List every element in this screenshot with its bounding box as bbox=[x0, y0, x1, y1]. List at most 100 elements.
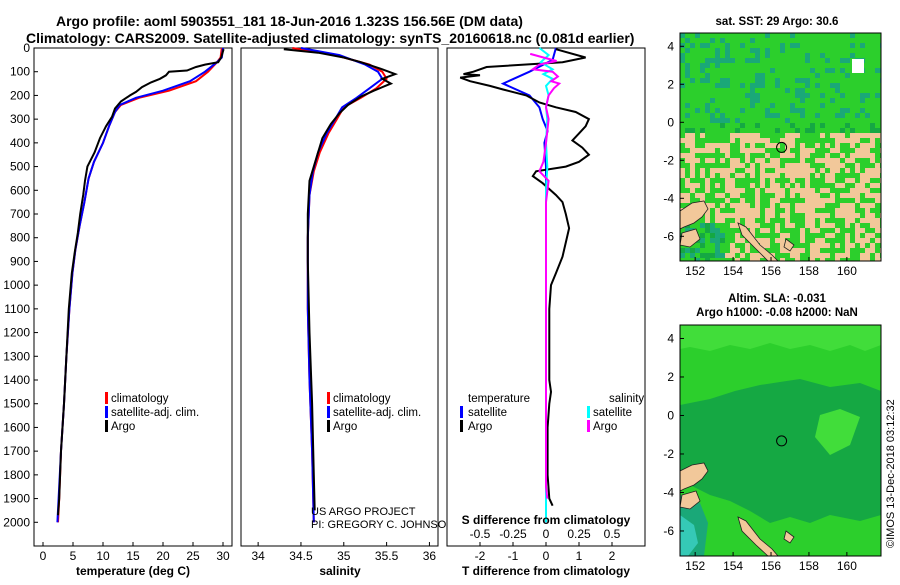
depth-tick-label: 1000 bbox=[3, 278, 30, 292]
title-line-2: Climatology: CARS2009. Satellite-adjuste… bbox=[26, 30, 634, 46]
legend-label-argo: Argo bbox=[111, 421, 135, 433]
x-tick-label: 5 bbox=[70, 549, 77, 563]
sst-map-title: sat. SST: 29 Argo: 30.6 bbox=[716, 16, 839, 28]
lat-tick-label: -4 bbox=[663, 485, 674, 499]
depth-tick-label: 1500 bbox=[3, 397, 30, 411]
s-diff-tick-label: -0.25 bbox=[499, 527, 527, 541]
legend-title-salinity: salinity bbox=[609, 393, 644, 405]
imos-watermark: ©IMOS 13-Dec-2018 03:12:32 bbox=[885, 399, 897, 548]
sla-map-ticks: 152 154 156 158 160 4 2 0 -2 -4 -6 bbox=[663, 331, 857, 573]
lat-tick-label: 2 bbox=[667, 77, 674, 91]
depth-tick-label: 2000 bbox=[3, 515, 30, 529]
lon-tick-label: 160 bbox=[837, 559, 857, 573]
legend-swatch-t-argo bbox=[460, 420, 463, 432]
s-diff-tick-label: 0.5 bbox=[604, 527, 621, 541]
x-tick-label: -1 bbox=[508, 549, 519, 563]
sla-map-title: Altim. SLA: -0.031 bbox=[728, 293, 826, 305]
title-line-1: Argo profile: aoml 5903551_181 18-Jun-20… bbox=[56, 13, 523, 29]
lon-tick-label: 152 bbox=[685, 264, 705, 278]
depth-tick-label: 700 bbox=[10, 207, 30, 221]
x-tick-label: 20 bbox=[156, 549, 170, 563]
legend-swatch-climatology bbox=[105, 392, 108, 404]
sst-map-ticks: 152 154 156 158 160 4 2 0 -2 -4 -6 bbox=[663, 39, 857, 278]
salinity-legend: climatology satellite-adj. clim. Argo bbox=[327, 392, 421, 433]
depth-tick-label: 1900 bbox=[3, 492, 30, 506]
legend-swatch-climatology bbox=[327, 392, 330, 404]
series-line-argo bbox=[283, 48, 399, 511]
legend-label-t-satellite: satellite bbox=[468, 407, 507, 419]
series-line-s-argo bbox=[529, 52, 562, 499]
s-difference-tick-labels: -0.5 -0.25 0 0.25 0.5 bbox=[470, 527, 621, 541]
series-line-argo bbox=[57, 48, 225, 516]
lon-tick-label: 154 bbox=[723, 559, 743, 573]
temperature-panel: 0100200300400500600700800900100011001200… bbox=[3, 41, 451, 578]
legend-label-argo: Argo bbox=[333, 421, 357, 433]
depth-tick-label: 100 bbox=[10, 65, 30, 79]
lat-tick-label: -2 bbox=[663, 153, 674, 167]
temperature-tick-labels: 0 5 10 15 20 25 30 bbox=[40, 542, 230, 563]
x-tick-label: 1 bbox=[576, 549, 583, 563]
salinity-series bbox=[283, 47, 399, 523]
x-tick-label: -2 bbox=[475, 549, 486, 563]
depth-tick-label: 1200 bbox=[3, 326, 30, 340]
lat-tick-label: 0 bbox=[667, 408, 674, 422]
salinity-axes-frame bbox=[240, 47, 439, 547]
x-tick-label: 35.5 bbox=[375, 549, 399, 563]
series-line-satellite-adj-clim- bbox=[300, 47, 384, 523]
temperature-x-label: temperature (deg C) bbox=[76, 564, 190, 578]
x-tick-label: 0 bbox=[40, 549, 47, 563]
legend-label-s-satellite: satellite bbox=[593, 407, 632, 419]
legend-swatch-argo bbox=[327, 420, 330, 432]
lon-tick-label: 152 bbox=[685, 559, 705, 573]
sst-map-frame bbox=[679, 32, 882, 262]
lat-tick-label: 0 bbox=[667, 115, 674, 129]
s-diff-tick-label: 0 bbox=[543, 527, 550, 541]
x-tick-label: 0 bbox=[543, 549, 550, 563]
t-difference-x-label: T difference from climatology bbox=[462, 564, 630, 578]
lat-tick-label: -6 bbox=[663, 524, 674, 538]
lat-tick-label: 2 bbox=[667, 370, 674, 384]
lat-tick-label: -4 bbox=[663, 191, 674, 205]
legend-title-temperature: temperature bbox=[468, 393, 530, 405]
lat-tick-label: -2 bbox=[663, 447, 674, 461]
depth-tick-label: 1100 bbox=[4, 302, 30, 316]
depth-tick-label: 1700 bbox=[3, 444, 30, 458]
series-line-t-argo bbox=[459, 48, 591, 507]
s-difference-x-label: S difference from climatology bbox=[462, 513, 631, 527]
legend-swatch-satellite-adj bbox=[105, 406, 108, 418]
legend-label-climatology: climatology bbox=[111, 393, 169, 405]
depth-tick-label: 1300 bbox=[3, 349, 30, 363]
legend-swatch-argo bbox=[105, 420, 108, 432]
depth-tick-label: 200 bbox=[10, 88, 30, 102]
depth-tick-label: 300 bbox=[10, 112, 30, 126]
x-tick-label: 30 bbox=[216, 549, 230, 563]
x-tick-label: 35 bbox=[337, 549, 351, 563]
difference-panel: -2 -1 0 1 2 -0.5 -0.25 0 0.25 0.5 T difference f… bbox=[446, 47, 646, 578]
legend-swatch-t-satellite bbox=[460, 406, 463, 418]
salinity-tick-labels: 34 34.5 35 35.5 36 bbox=[251, 542, 436, 563]
legend-swatch-s-argo bbox=[587, 420, 590, 432]
difference-legend: temperature satellite Argo salinity sate… bbox=[460, 393, 644, 433]
sst-map bbox=[680, 33, 881, 261]
legend-label-climatology: climatology bbox=[333, 393, 391, 405]
depth-tick-labels: 0 100 200 300 400 500 600 700 800 900 1000 1100 1200… bbox=[3, 41, 451, 529]
lon-tick-label: 154 bbox=[723, 264, 743, 278]
sla-map-subtitle: Argo h1000: -0.08 h2000: NaN bbox=[696, 307, 858, 319]
sla-map-frame bbox=[679, 324, 882, 557]
depth-tick-label: 1400 bbox=[3, 373, 30, 387]
legend-swatch-satellite-adj bbox=[327, 406, 330, 418]
lat-tick-label: -6 bbox=[663, 229, 674, 243]
x-tick-label: 10 bbox=[96, 549, 110, 563]
lon-tick-label: 156 bbox=[761, 264, 781, 278]
legend-swatch-s-satellite bbox=[587, 406, 590, 418]
lat-tick-label: 4 bbox=[667, 39, 674, 53]
t-difference-tick-labels: -2 -1 0 1 2 bbox=[475, 542, 616, 563]
depth-tick-label: 1600 bbox=[3, 420, 30, 434]
depth-tick-label: 900 bbox=[10, 254, 30, 268]
lat-tick-label: 4 bbox=[667, 331, 674, 345]
sla-map bbox=[680, 325, 881, 556]
temperature-series bbox=[56, 47, 225, 523]
lon-tick-label: 156 bbox=[761, 559, 781, 573]
x-tick-label: 34 bbox=[251, 549, 265, 563]
